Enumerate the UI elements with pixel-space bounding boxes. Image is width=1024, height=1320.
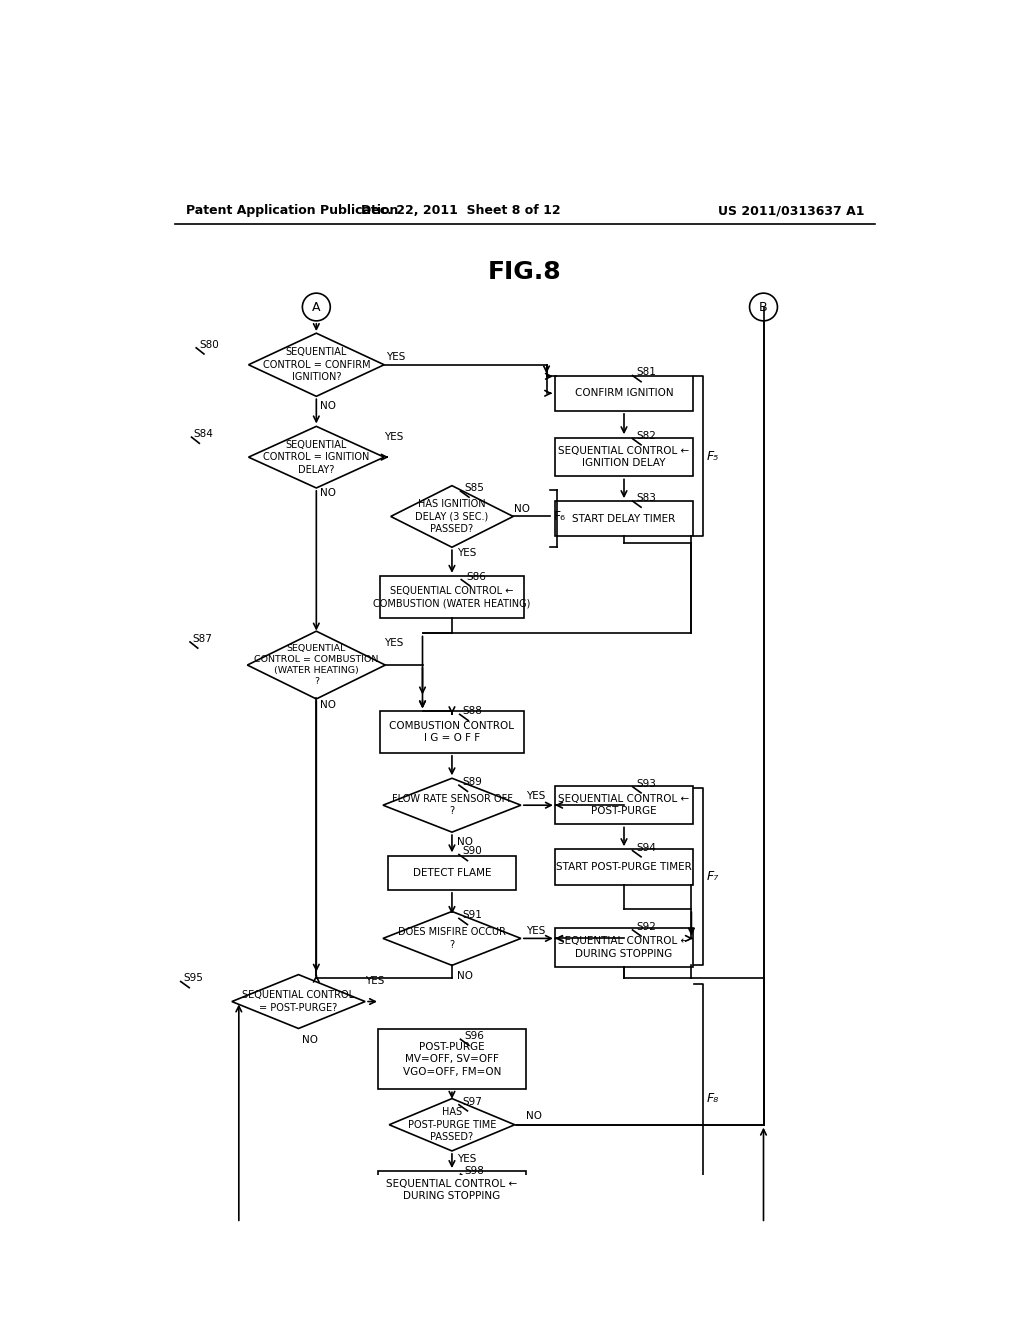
Text: YES: YES <box>525 791 545 801</box>
Text: SEQUENTIAL CONTROL ←
IGNITION DELAY: SEQUENTIAL CONTROL ← IGNITION DELAY <box>558 446 689 469</box>
Bar <box>388 855 516 890</box>
Bar <box>555 928 693 966</box>
Text: YES: YES <box>457 548 476 557</box>
Text: START DELAY TIMER: START DELAY TIMER <box>572 513 676 524</box>
Text: NO: NO <box>514 504 530 513</box>
Text: YES: YES <box>384 639 403 648</box>
Text: FIG.8: FIG.8 <box>488 260 561 284</box>
Text: S98: S98 <box>464 1166 484 1176</box>
Text: YES: YES <box>366 975 385 986</box>
Text: S89: S89 <box>463 777 482 787</box>
Circle shape <box>750 293 777 321</box>
Bar <box>378 1171 525 1209</box>
Text: S85: S85 <box>464 483 484 492</box>
Text: SEQUENTIAL CONTROL
= POST-PURGE?: SEQUENTIAL CONTROL = POST-PURGE? <box>243 990 354 1012</box>
Text: Patent Application Publication: Patent Application Publication <box>186 205 398 218</box>
Polygon shape <box>389 1098 515 1151</box>
Text: HAS IGNITION
DELAY (3 SEC.)
PASSED?: HAS IGNITION DELAY (3 SEC.) PASSED? <box>416 499 488 533</box>
Bar <box>555 785 693 825</box>
Bar <box>555 849 693 884</box>
Text: POST-PURGE
MV=OFF, SV=OFF
VGO=OFF, FM=ON: POST-PURGE MV=OFF, SV=OFF VGO=OFF, FM=ON <box>402 1041 501 1077</box>
Text: SEQUENTIAL
CONTROL = CONFIRM
IGNITION?: SEQUENTIAL CONTROL = CONFIRM IGNITION? <box>262 347 370 383</box>
Text: B: B <box>759 301 768 314</box>
Text: S86: S86 <box>466 572 485 582</box>
Polygon shape <box>383 911 521 965</box>
Text: S91: S91 <box>463 911 482 920</box>
Polygon shape <box>248 631 385 700</box>
Bar <box>555 438 693 477</box>
Text: S81: S81 <box>636 367 656 378</box>
Text: SEQUENTIAL
CONTROL = COMBUSTION
(WATER HEATING)
?: SEQUENTIAL CONTROL = COMBUSTION (WATER H… <box>254 644 379 686</box>
Polygon shape <box>383 779 521 832</box>
Text: START POST-PURGE TIMER: START POST-PURGE TIMER <box>556 862 692 871</box>
Text: S94: S94 <box>636 842 656 853</box>
Text: S82: S82 <box>636 430 656 441</box>
Text: S92: S92 <box>636 921 656 932</box>
Bar <box>380 576 523 619</box>
Text: YES: YES <box>525 925 545 936</box>
Text: HAS
POST-PURGE TIME
PASSED?: HAS POST-PURGE TIME PASSED? <box>408 1107 497 1142</box>
Text: F₅: F₅ <box>707 450 719 462</box>
Text: YES: YES <box>384 432 403 442</box>
Text: YES: YES <box>386 352 406 362</box>
Text: NO: NO <box>321 488 336 499</box>
Text: NO: NO <box>457 837 473 847</box>
Text: SEQUENTIAL CONTROL ←
DURING STOPPING: SEQUENTIAL CONTROL ← DURING STOPPING <box>558 936 689 958</box>
Text: SEQUENTIAL CONTROL ←
DURING STOPPING: SEQUENTIAL CONTROL ← DURING STOPPING <box>386 1179 517 1201</box>
Text: S84: S84 <box>194 429 214 440</box>
Text: SEQUENTIAL CONTROL ←
POST-PURGE: SEQUENTIAL CONTROL ← POST-PURGE <box>558 795 689 816</box>
Text: Dec. 22, 2011  Sheet 8 of 12: Dec. 22, 2011 Sheet 8 of 12 <box>361 205 561 218</box>
Text: SEQUENTIAL
CONTROL = IGNITION
DELAY?: SEQUENTIAL CONTROL = IGNITION DELAY? <box>263 440 370 475</box>
Polygon shape <box>231 974 366 1028</box>
Text: S90: S90 <box>463 846 482 857</box>
Polygon shape <box>249 426 384 488</box>
Text: NO: NO <box>321 401 336 412</box>
Text: S97: S97 <box>463 1097 482 1106</box>
Text: S95: S95 <box>183 973 204 983</box>
Text: A: A <box>312 301 321 314</box>
Text: F₈: F₈ <box>707 1092 719 1105</box>
Text: S80: S80 <box>200 339 219 350</box>
Text: S83: S83 <box>636 492 656 503</box>
Text: FLOW RATE SENSOR OFF
?: FLOW RATE SENSOR OFF ? <box>391 795 512 816</box>
Text: CONFIRM IGNITION: CONFIRM IGNITION <box>574 388 674 399</box>
Circle shape <box>302 293 331 321</box>
Text: YES: YES <box>457 1155 476 1164</box>
Polygon shape <box>391 486 513 548</box>
Text: COMBUSTION CONTROL
I G = O F F: COMBUSTION CONTROL I G = O F F <box>389 721 514 743</box>
Text: S87: S87 <box>193 634 212 644</box>
Text: F₆: F₆ <box>554 510 565 523</box>
Bar <box>555 376 693 411</box>
Bar <box>378 1030 525 1089</box>
Text: SEQUENTIAL CONTROL ←
COMBUSTION (WATER HEATING): SEQUENTIAL CONTROL ← COMBUSTION (WATER H… <box>374 586 530 609</box>
Text: NO: NO <box>457 972 473 981</box>
Text: S93: S93 <box>636 779 656 788</box>
Text: DETECT FLAME: DETECT FLAME <box>413 869 492 878</box>
Text: F₇: F₇ <box>707 870 719 883</box>
Bar <box>380 711 523 754</box>
Text: NO: NO <box>525 1110 542 1121</box>
Text: DOES MISFIRE OCCUR
?: DOES MISFIRE OCCUR ? <box>398 927 506 949</box>
Polygon shape <box>249 333 384 396</box>
Text: S88: S88 <box>463 706 482 717</box>
Text: NO: NO <box>302 1035 318 1045</box>
Text: S96: S96 <box>464 1031 484 1041</box>
Bar <box>555 502 693 536</box>
Text: US 2011/0313637 A1: US 2011/0313637 A1 <box>718 205 864 218</box>
Text: NO: NO <box>321 700 336 710</box>
